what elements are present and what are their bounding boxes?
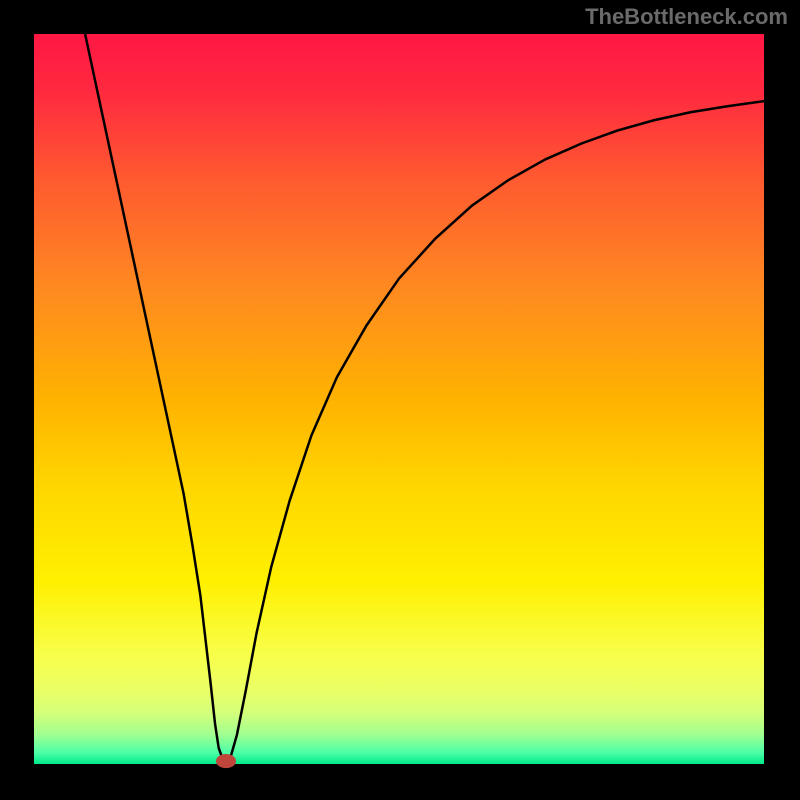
bottleneck-chart [0, 0, 800, 800]
watermark-text: TheBottleneck.com [585, 4, 788, 30]
min-point-marker [217, 755, 236, 768]
plot-background [34, 34, 764, 764]
chart-container: TheBottleneck.com [0, 0, 800, 800]
